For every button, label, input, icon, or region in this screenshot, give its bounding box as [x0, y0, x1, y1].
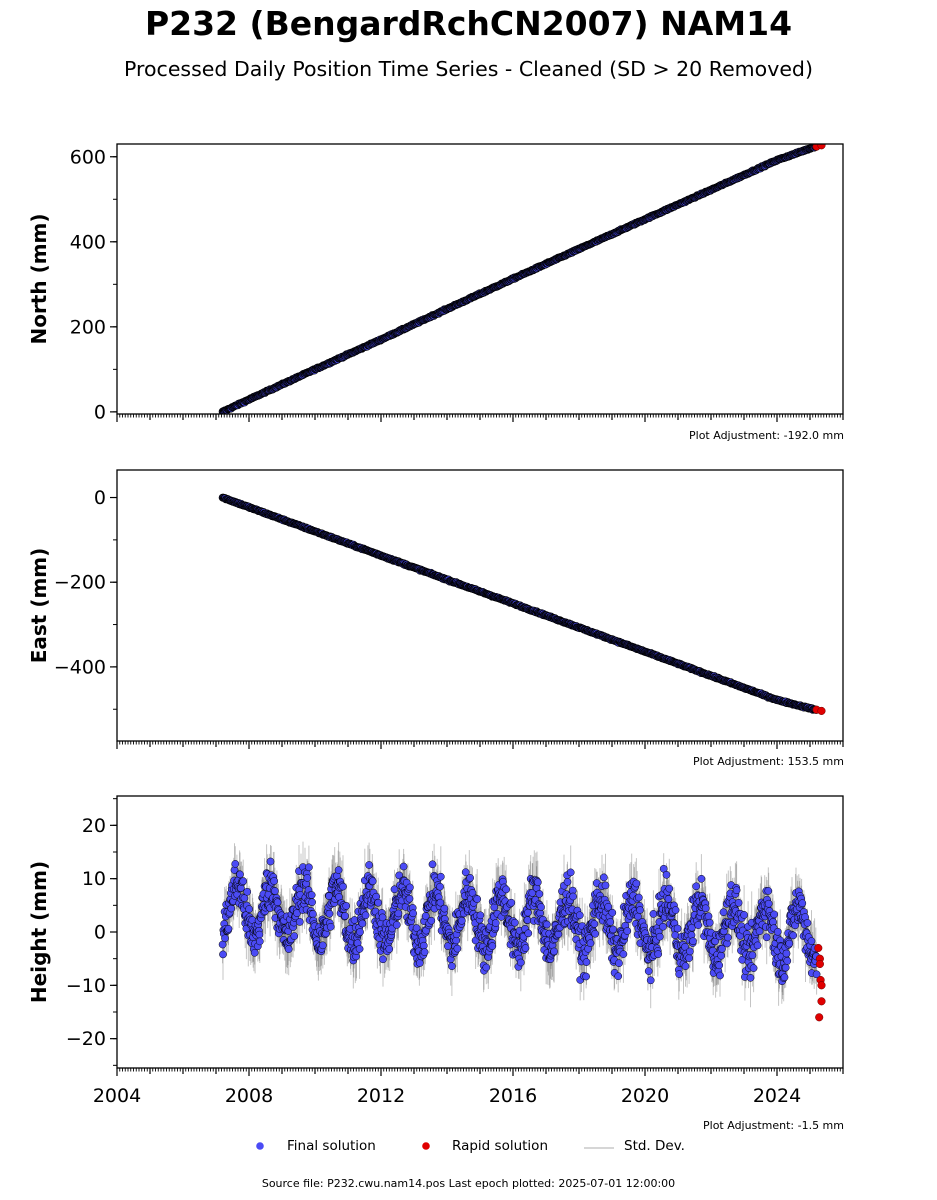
height-final-point — [266, 857, 275, 866]
height-final-point — [236, 870, 244, 879]
east-rapid-point — [817, 706, 826, 715]
height-final-point — [290, 932, 299, 940]
north-ytick-label: 600 — [70, 146, 106, 168]
height-final-point — [490, 903, 499, 912]
height-final-point — [488, 942, 497, 950]
height-final-point — [491, 919, 500, 927]
height-final-point — [339, 882, 347, 891]
chart-subtitle: Processed Daily Position Time Series - C… — [124, 57, 813, 81]
height-final-point — [365, 861, 373, 869]
height-data-group — [218, 841, 826, 1022]
height-final-point — [521, 944, 530, 952]
height-final-point — [318, 941, 327, 950]
east-ytick-label: 0 — [94, 487, 106, 509]
height-final-point — [358, 919, 367, 928]
height-final-point — [273, 898, 282, 907]
height-final-point — [440, 904, 449, 913]
height-final-point — [473, 895, 482, 903]
height-final-point — [245, 905, 253, 913]
height-final-point — [507, 898, 516, 907]
north-ylabel: North (mm) — [27, 213, 51, 344]
east-ylabel: East (mm) — [27, 548, 51, 664]
height-final-point — [448, 962, 456, 971]
height-final-point — [305, 863, 313, 872]
height-final-point — [219, 950, 227, 959]
height-final-point — [231, 860, 240, 868]
height-final-point — [436, 872, 445, 881]
north-ytick-label: 0 — [94, 401, 106, 423]
height-final-point — [436, 882, 444, 891]
height-final-point — [361, 911, 370, 920]
chart-title: P232 (BengardRchCN2007) NAM14 — [144, 4, 793, 43]
height-final-point — [295, 918, 304, 926]
height-final-point — [420, 948, 429, 956]
height-final-point — [255, 937, 264, 946]
east-ytick-label: −400 — [54, 656, 106, 678]
height-final-point — [453, 944, 462, 953]
height-final-point — [476, 911, 485, 920]
north-axes-frame — [116, 143, 844, 415]
height-final-point — [510, 918, 519, 927]
east-ytick-label: −200 — [54, 572, 106, 594]
height-final-point — [325, 909, 334, 918]
height-final-point — [239, 877, 248, 886]
north-ytick-label: 200 — [70, 316, 106, 338]
height-final-point — [334, 866, 343, 874]
height-final-point — [307, 891, 316, 899]
height-final-point — [482, 963, 491, 972]
height-final-point — [243, 887, 252, 896]
height-final-point — [309, 910, 317, 918]
height-final-point — [240, 894, 249, 902]
height-final-point — [399, 862, 408, 871]
north-data-group — [218, 144, 826, 414]
height-final-point — [271, 887, 279, 895]
height-final-point — [374, 898, 383, 907]
height-final-point — [308, 898, 316, 907]
height-final-point — [457, 916, 466, 925]
height-final-point — [284, 945, 293, 953]
height-final-point — [221, 934, 229, 943]
height-final-point — [415, 959, 424, 967]
height-final-point — [224, 924, 233, 933]
height-final-point — [428, 860, 437, 869]
height-final-point — [502, 885, 510, 894]
height-final-point — [356, 928, 364, 936]
height-final-point — [342, 902, 351, 910]
height-final-point — [394, 909, 403, 918]
east-data-group — [218, 493, 826, 715]
height-final-point — [379, 955, 387, 964]
height-final-point — [326, 922, 335, 931]
height-final-point — [270, 877, 278, 885]
height-final-point — [255, 930, 264, 939]
height-final-point — [516, 958, 525, 967]
north-rapid-point — [817, 144, 826, 150]
height-final-point — [227, 904, 236, 913]
height-final-point — [250, 948, 259, 957]
height-final-point — [303, 874, 312, 882]
height-final-point — [385, 945, 394, 953]
height-final-point — [427, 916, 436, 925]
height-final-point — [355, 945, 364, 953]
height-final-point — [405, 894, 414, 903]
height-final-point — [466, 874, 474, 882]
height-final-point — [419, 941, 428, 950]
east-axes-frame — [116, 469, 844, 742]
height-final-point — [409, 909, 417, 918]
north-ytick-label: 400 — [70, 231, 106, 253]
height-final-point — [406, 883, 414, 892]
height-final-point — [341, 912, 349, 920]
height-final-point — [368, 877, 377, 886]
height-final-point — [392, 921, 401, 929]
